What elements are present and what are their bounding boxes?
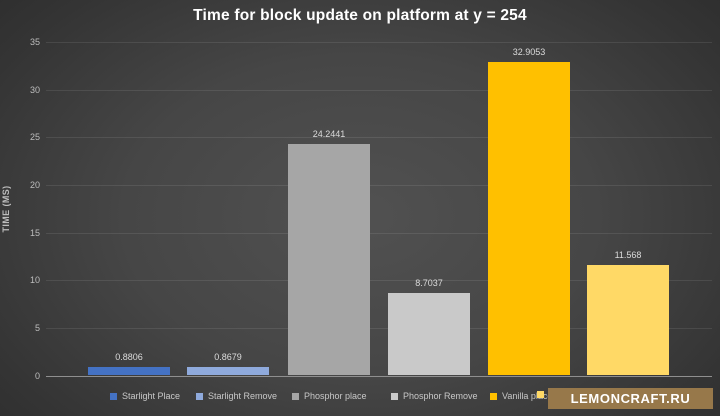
legend-item-vanilla-remove <box>537 391 549 398</box>
bar-value-label: 0.8806 <box>115 352 143 363</box>
bar-starlight-remove <box>187 367 269 376</box>
y-tick-label: 30 <box>29 84 40 95</box>
gridline <box>46 137 712 139</box>
y-tick-label: 25 <box>29 132 40 143</box>
gridline <box>46 42 712 43</box>
gridline <box>46 89 712 91</box>
y-tick-label: 10 <box>29 275 40 286</box>
legend-label: Starlight Place <box>122 391 181 401</box>
legend-label: Starlight Remove <box>208 391 278 401</box>
bar-phosphor-place <box>288 144 370 376</box>
watermark-text: LEMONCRAFT.RU <box>570 391 691 406</box>
gridline <box>46 232 712 234</box>
gridline <box>46 327 712 329</box>
legend-item-phosphor-remove: Phosphor Remove <box>391 391 478 401</box>
legend-swatch-icon <box>537 391 544 398</box>
gridline <box>46 184 712 186</box>
gridline <box>46 280 712 282</box>
legend-swatch-icon <box>490 392 497 400</box>
bar-value-label: 32.9053 <box>512 46 546 57</box>
bar-value-label: 8.7037 <box>415 277 443 288</box>
legend-swatch-icon <box>110 392 117 400</box>
bar-value-label: 24.2441 <box>312 129 346 140</box>
bar-vanilla-place <box>488 61 570 376</box>
y-tick-label: 5 <box>34 322 40 333</box>
y-tick-label: 35 <box>29 37 40 47</box>
legend-item-vanilla-place: Vanilla place <box>490 391 552 401</box>
legend-label: Vanilla place <box>502 391 553 401</box>
legend-label: Phosphor place <box>304 391 367 401</box>
y-tick-label: 20 <box>29 179 40 190</box>
bar-starlight-place <box>88 367 170 376</box>
watermark-badge[interactable]: LEMONCRAFT.RU <box>548 388 713 409</box>
bar-phosphor-remove <box>388 292 470 376</box>
legend-item-phosphor-place: Phosphor place <box>292 391 367 401</box>
legend-label: Phosphor Remove <box>403 391 478 401</box>
legend-swatch-icon <box>196 392 203 400</box>
legend-item-starlight-remove: Starlight Remove <box>196 391 277 401</box>
legend-swatch-icon <box>292 392 299 400</box>
y-tick-label: 0 <box>34 370 40 381</box>
legend-swatch-icon <box>391 392 398 400</box>
bar-vanilla-remove <box>587 265 669 376</box>
bar-value-label: 0.8679 <box>214 352 242 363</box>
y-tick-label: 15 <box>29 227 40 238</box>
x-axis-line <box>46 375 712 377</box>
chart-title: Time for block update on platform at y =… <box>193 7 527 24</box>
legend-item-starlight-place: Starlight Place <box>110 391 180 401</box>
bar-value-label: 11.568 <box>614 250 642 261</box>
